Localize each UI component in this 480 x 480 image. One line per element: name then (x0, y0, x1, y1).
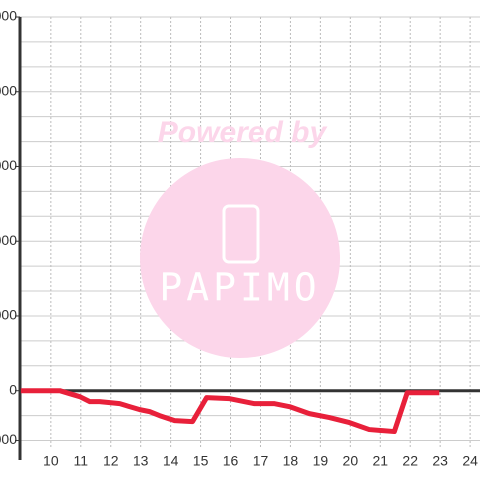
x-tick-label: 19 (313, 453, 329, 469)
phone-icon (222, 204, 260, 264)
x-tick-label: 24 (462, 453, 478, 469)
y-tick-label: 0 (9, 381, 17, 397)
watermark-title: Powered by (158, 116, 328, 149)
plot (20, 16, 480, 448)
x-tick-label: 14 (163, 453, 179, 469)
watermark-circle (140, 158, 340, 358)
x-tick-label: 16 (223, 453, 239, 469)
y-tick-label: 30,000 (0, 307, 17, 323)
x-tick-label: 11 (74, 453, 89, 469)
y-tick-label: -20,000 (0, 431, 17, 447)
x-tick-label: 20 (343, 453, 359, 469)
x-tick-label: 13 (133, 453, 149, 469)
y-tick-label: 60,000 (0, 232, 17, 248)
data-line (20, 388, 440, 435)
x-tick-label: 21 (372, 453, 388, 469)
x-tick-label: 18 (283, 453, 299, 469)
x-tick-label: 15 (193, 453, 209, 469)
y-tick-label: 150,000 (0, 8, 17, 24)
x-tick-label: 10 (43, 453, 59, 469)
watermark: PAPIMO Powered by (140, 116, 340, 358)
x-tick-label: 22 (402, 453, 418, 469)
y-tick-label: 120,000 (0, 82, 17, 98)
watermark-brand: PAPIMO (159, 266, 320, 310)
x-tick-label: 17 (253, 453, 269, 469)
y-tick-label: 90,000 (0, 157, 17, 173)
x-tick-label: 12 (103, 453, 119, 469)
x-tick-label: 23 (432, 453, 448, 469)
